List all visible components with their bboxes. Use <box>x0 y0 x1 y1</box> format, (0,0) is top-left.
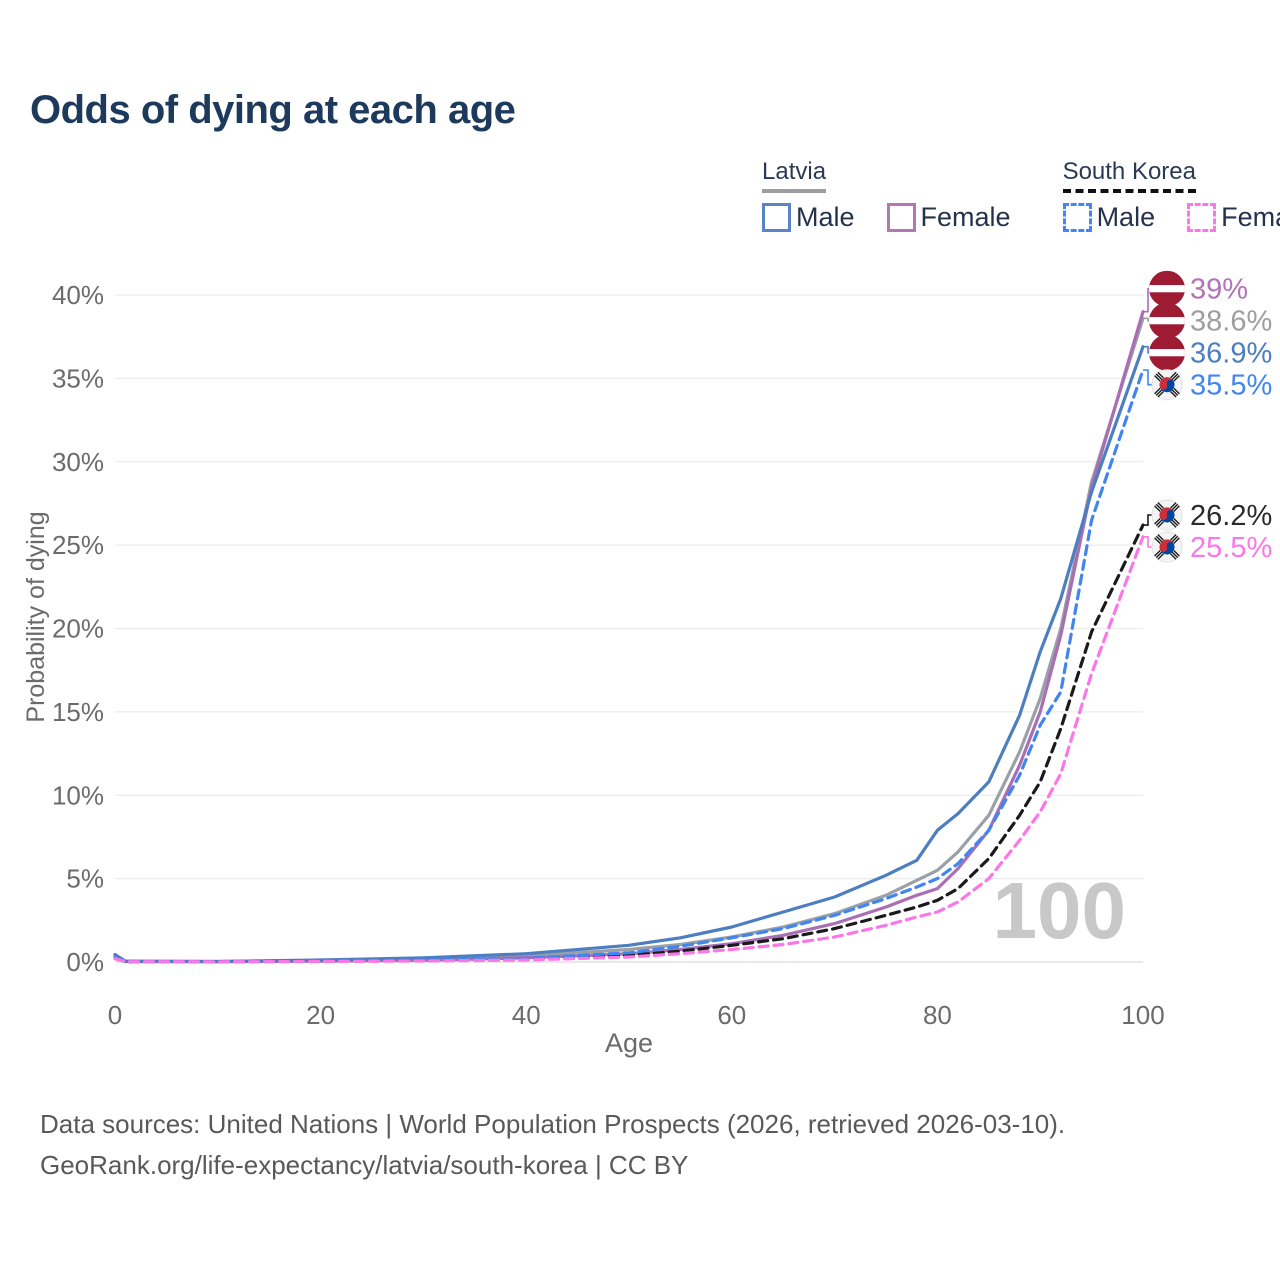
y-tick-10: 10% <box>52 780 104 810</box>
y-tick-30: 30% <box>52 447 104 477</box>
footer-attribution: GeoRank.org/life-expectancy/latvia/south… <box>40 1150 689 1180</box>
end-value-label-latvia-both-sexes-: 38.6% <box>1190 306 1272 338</box>
legend: Latvia Male Female South Korea Male <box>762 158 1280 233</box>
y-tick-40: 40% <box>52 280 104 310</box>
y-axis-title: Probability of dying <box>22 511 50 722</box>
latvia-flag-icon <box>1149 302 1185 339</box>
x-tick-40: 40 <box>512 1000 541 1030</box>
legend-item-south-korea-male[interactable]: Male <box>1062 202 1156 233</box>
end-value-label-latvia-male: 36.9% <box>1190 338 1272 370</box>
legend-label-south-korea-female: Female <box>1221 202 1280 232</box>
x-tick-0: 0 <box>108 1000 122 1030</box>
legend-group-south-korea: South Korea Male Female <box>1062 158 1280 233</box>
legend-group-latvia: Latvia Male Female <box>762 158 1011 233</box>
south-korea-flag-icon <box>1151 499 1183 531</box>
footer: Data sources: United Nations | World Pop… <box>40 1104 1065 1186</box>
south-korea-flag-icon <box>1151 531 1183 563</box>
legend-group-title-south-korea: South Korea <box>1062 158 1196 193</box>
curve-latvia-female[interactable] <box>113 310 1145 964</box>
end-value-label-latvia-female: 39% <box>1190 274 1248 306</box>
footer-data-sources: Data sources: United Nations | World Pop… <box>40 1109 1066 1139</box>
legend-swatch-south-korea-male-icon[interactable] <box>1062 203 1092 232</box>
legend-label-latvia-female: Female <box>920 202 1011 232</box>
end-value-label-south-korea-male: 35.5% <box>1190 370 1272 402</box>
legend-swatch-south-korea-female-icon[interactable] <box>1187 203 1217 232</box>
legend-item-latvia-female[interactable]: Female <box>886 202 1011 233</box>
y-tick-0: 0% <box>66 947 104 977</box>
page-title: Odds of dying at each age <box>30 88 516 132</box>
x-axis-title: Age <box>605 1028 653 1058</box>
south-korea-flag-icon <box>1151 369 1183 401</box>
legend-swatch-latvia-female-icon[interactable] <box>886 203 916 232</box>
legend-label-latvia-male: Male <box>796 202 855 232</box>
latvia-flag-icon <box>1149 334 1185 371</box>
y-tick-15: 15% <box>52 697 104 727</box>
legend-item-latvia-male[interactable]: Male <box>762 202 855 233</box>
curve-latvia-both-sexes-[interactable] <box>113 316 1145 964</box>
curve-south-korea-both-sexes-[interactable] <box>113 523 1145 964</box>
end-value-label-south-korea-both-sexes-: 26.2% <box>1190 500 1272 532</box>
curve-south-korea-female[interactable] <box>113 535 1145 964</box>
curve-south-korea-male[interactable] <box>113 368 1145 964</box>
x-tick-80: 80 <box>923 1000 952 1030</box>
curve-latvia-male[interactable] <box>113 345 1145 964</box>
legend-label-south-korea-male: Male <box>1096 202 1156 232</box>
y-tick-5: 5% <box>66 864 104 894</box>
y-tick-35: 35% <box>52 363 104 393</box>
end-connector <box>1143 369 1153 386</box>
x-tick-60: 60 <box>717 1000 746 1030</box>
legend-swatch-latvia-male-icon[interactable] <box>762 203 791 232</box>
legend-group-title-latvia: Latvia <box>762 158 827 193</box>
y-tick-20: 20% <box>52 614 104 644</box>
hover-age-watermark: 100 <box>993 866 1126 955</box>
x-tick-100: 100 <box>1121 1000 1164 1030</box>
legend-item-south-korea-female[interactable]: Female <box>1187 202 1280 233</box>
x-tick-20: 20 <box>306 1000 335 1030</box>
end-connector <box>1143 514 1153 526</box>
y-tick-25: 25% <box>52 530 104 560</box>
end-value-label-south-korea-female: 25.5% <box>1190 532 1272 564</box>
latvia-flag-icon <box>1149 270 1185 307</box>
end-connector <box>1143 536 1153 548</box>
